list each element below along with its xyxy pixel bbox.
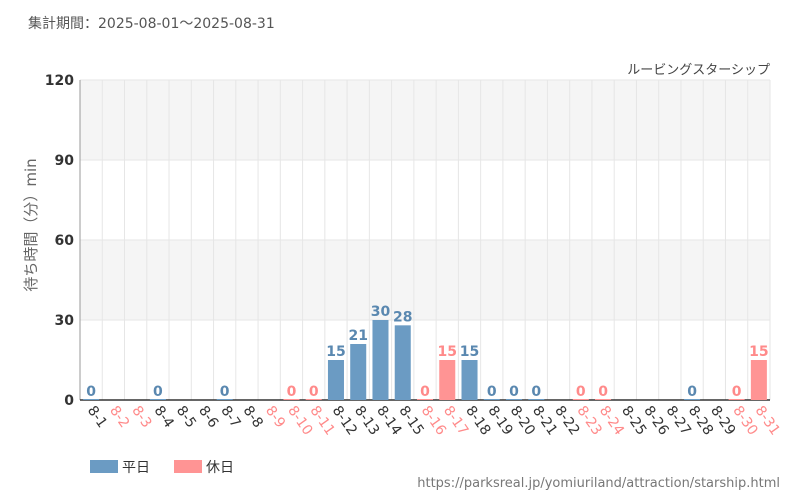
data-label: 0 bbox=[531, 384, 541, 400]
bar bbox=[728, 399, 745, 400]
data-label: 0 bbox=[420, 384, 430, 400]
y-tick-label: 60 bbox=[55, 233, 75, 249]
legend-swatch-weekday bbox=[90, 460, 118, 473]
bar bbox=[528, 399, 545, 400]
legend-swatch-holiday bbox=[174, 460, 202, 473]
y-tick-label: 30 bbox=[55, 313, 75, 329]
data-label: 28 bbox=[393, 309, 412, 325]
bar bbox=[350, 344, 367, 400]
y-tick-label: 120 bbox=[45, 73, 74, 89]
x-tick-label: 8-4 bbox=[151, 403, 177, 431]
data-label: 0 bbox=[86, 384, 96, 400]
x-tick-label: 8-8 bbox=[240, 403, 266, 431]
data-label: 0 bbox=[487, 384, 497, 400]
y-tick-label: 90 bbox=[55, 153, 75, 169]
data-label: 15 bbox=[438, 344, 457, 360]
grid-band bbox=[80, 80, 770, 160]
legend-label-weekday: 平日 bbox=[122, 460, 150, 476]
data-label: 0 bbox=[732, 384, 742, 400]
bar bbox=[372, 320, 389, 400]
x-tick-label: 8-9 bbox=[262, 403, 288, 431]
plot-area: 0 30 60 90 120 0 8-18-28-3 0 8-48-58-6 0 8-78-88-9… bbox=[45, 73, 783, 438]
bar bbox=[595, 399, 612, 400]
bar bbox=[684, 399, 701, 400]
data-label: 21 bbox=[348, 328, 367, 344]
bar bbox=[149, 399, 166, 400]
data-label: 0 bbox=[509, 384, 519, 400]
bar bbox=[572, 399, 589, 400]
data-label: 0 bbox=[220, 384, 230, 400]
period-label: 集計期間：2025-08-01～2025-08-31 bbox=[28, 15, 275, 32]
source-url: https://parksreal.jp/yomiuriland/attract… bbox=[417, 476, 780, 491]
bar bbox=[461, 360, 478, 400]
bar bbox=[416, 399, 434, 400]
x-tick-label: 8-1 bbox=[84, 403, 110, 431]
x-tick-label: 8-6 bbox=[195, 403, 221, 431]
data-label: 0 bbox=[576, 384, 586, 400]
data-label: 0 bbox=[153, 384, 163, 400]
bar bbox=[83, 399, 100, 400]
y-tick-label: 0 bbox=[64, 393, 74, 409]
y-axis-label: 待ち時間（分）min bbox=[22, 158, 40, 291]
data-label: 0 bbox=[598, 384, 608, 400]
bar bbox=[506, 399, 523, 400]
data-label: 15 bbox=[749, 344, 768, 360]
x-tick-label: 8-2 bbox=[106, 403, 132, 431]
bar bbox=[327, 360, 344, 400]
bar bbox=[394, 325, 411, 400]
data-label: 0 bbox=[309, 384, 319, 400]
bar bbox=[305, 399, 322, 400]
data-label: 0 bbox=[687, 384, 697, 400]
legend-label-holiday: 休日 bbox=[206, 460, 234, 476]
data-label: 15 bbox=[460, 344, 479, 360]
attraction-name: ルービングスターシップ bbox=[627, 63, 770, 78]
x-tick-label: 8-5 bbox=[173, 403, 199, 431]
bar bbox=[750, 360, 767, 400]
bar bbox=[216, 399, 233, 400]
grid-band bbox=[80, 240, 770, 320]
x-tick-label: 8-3 bbox=[128, 403, 154, 431]
data-label: 30 bbox=[371, 304, 391, 320]
x-tick-label: 8-31 bbox=[752, 403, 783, 438]
bar bbox=[439, 360, 456, 400]
data-label: 0 bbox=[287, 384, 297, 400]
data-label: 15 bbox=[326, 344, 345, 360]
legend: 平日 休日 bbox=[90, 460, 234, 476]
x-tick-label: 8-7 bbox=[217, 403, 243, 431]
bar bbox=[483, 399, 500, 400]
bar bbox=[283, 399, 300, 400]
